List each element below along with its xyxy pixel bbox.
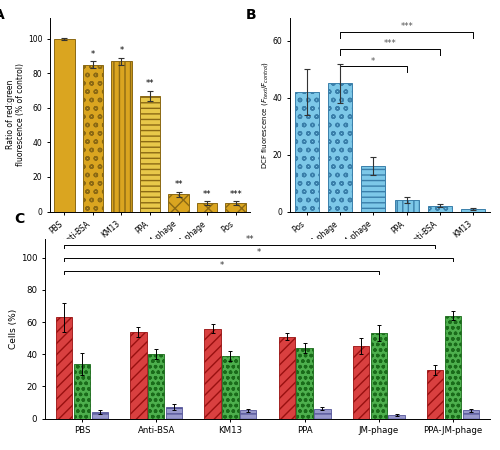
Text: **: ** [203, 189, 211, 198]
Text: *: * [220, 261, 224, 270]
Bar [166, 407, 182, 418]
Bar [428, 206, 452, 212]
Bar [222, 356, 238, 418]
Bar [427, 370, 444, 418]
Bar [462, 410, 479, 419]
Bar [168, 194, 189, 212]
Bar [56, 317, 72, 419]
Text: *: * [371, 57, 376, 66]
Text: **: ** [246, 235, 254, 244]
Text: **: ** [174, 180, 183, 189]
Bar [314, 409, 330, 418]
Bar [111, 61, 132, 212]
Bar [444, 315, 461, 418]
Text: *: * [90, 50, 95, 58]
Y-axis label: Ratio of red:green
fluorescence (% of control): Ratio of red:green fluorescence (% of co… [6, 63, 25, 166]
Text: ***: *** [230, 189, 242, 198]
Bar [226, 203, 246, 212]
Bar [148, 354, 164, 419]
Bar [294, 92, 318, 212]
Bar [74, 364, 90, 418]
Bar [197, 203, 218, 212]
Bar [394, 200, 418, 212]
Bar [370, 333, 387, 418]
Text: *: * [120, 46, 124, 55]
Text: ***: *** [384, 40, 396, 49]
Text: *: * [256, 248, 260, 257]
Bar [362, 166, 386, 212]
Bar [353, 346, 369, 418]
Bar [388, 415, 404, 418]
Bar [278, 337, 295, 419]
Bar [240, 410, 256, 419]
Bar [54, 39, 74, 212]
Text: C: C [14, 212, 24, 225]
Text: B: B [246, 8, 256, 22]
Bar [296, 348, 313, 418]
Y-axis label: DCF fluorescence ($F_{text}/F_{control}$): DCF fluorescence ($F_{text}/F_{control}$… [260, 61, 270, 169]
Bar [462, 209, 485, 212]
Text: A: A [0, 8, 4, 22]
Text: ***: *** [400, 22, 413, 32]
Bar [328, 83, 352, 212]
Y-axis label: Cells (%): Cells (%) [9, 308, 18, 349]
Bar [82, 65, 103, 212]
Bar [140, 96, 160, 212]
Bar [204, 328, 221, 418]
Bar [92, 412, 108, 418]
Text: **: ** [146, 79, 154, 88]
Bar [130, 332, 146, 418]
